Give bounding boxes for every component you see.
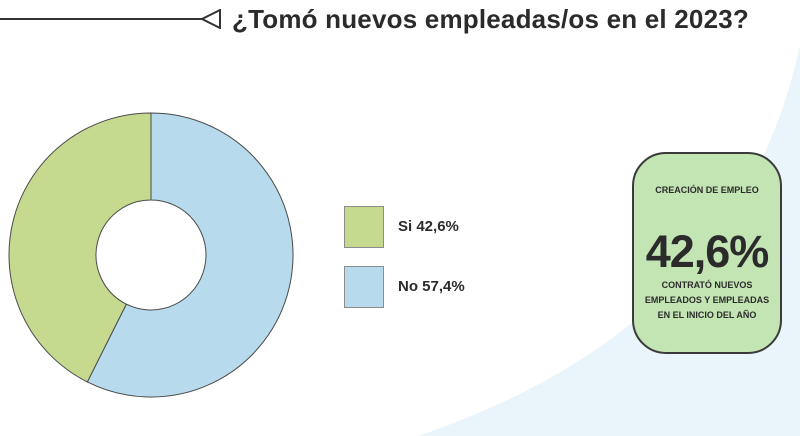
donut-slice-si (8, 112, 152, 383)
legend-item-no: No 57,4% (344, 266, 544, 310)
legend-item-si: Si 42,6% (344, 206, 544, 250)
callout-heading: CREACIÓN DE EMPLEO (655, 185, 759, 195)
legend-label-si: Si 42,6% (398, 218, 459, 235)
legend-label-no: No 57,4% (398, 278, 465, 295)
donut-slice-no (86, 112, 294, 398)
header-rule (0, 18, 212, 20)
employment-callout-card: CREACIÓN DE EMPLEO 42,6% CONTRATÓ NUEVOS… (632, 152, 782, 354)
chart-title: ¿Tomó nuevos empleadas/os en el 2023? (232, 4, 749, 34)
legend-swatch-no (344, 266, 384, 308)
donut-chart (8, 112, 294, 398)
legend-swatch-si (344, 206, 384, 248)
arrow-left-outline-icon (200, 9, 221, 29)
callout-value: 42,6% (645, 226, 770, 277)
callout-caption: CONTRATÓ NUEVOS EMPLEADOS Y EMPLEADAS EN… (644, 280, 770, 320)
